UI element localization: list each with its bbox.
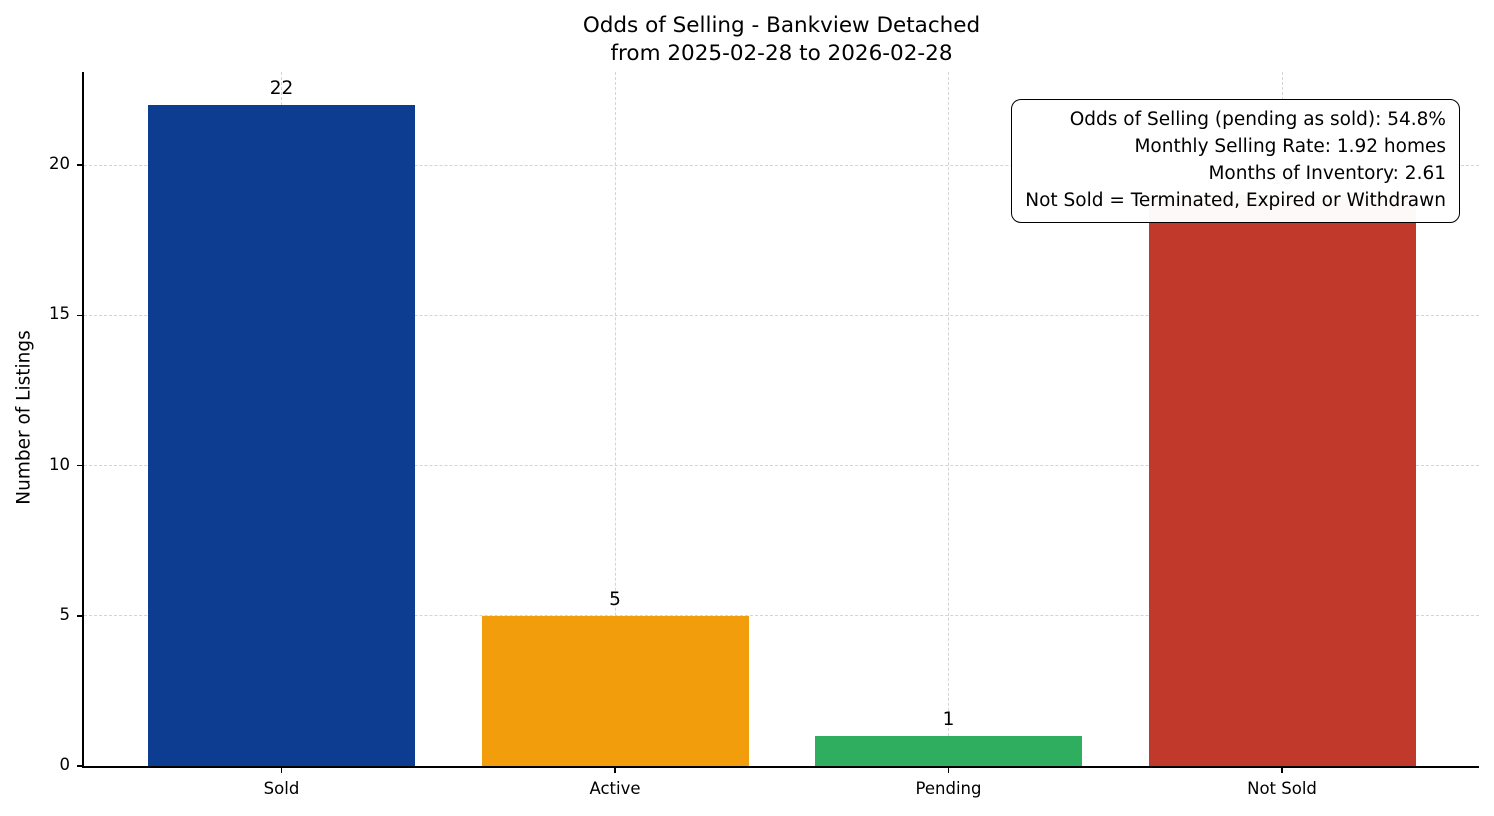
y-axis bbox=[82, 72, 84, 768]
grid-line-horizontal bbox=[84, 314, 1479, 316]
annotation-line-odds: Odds of Selling (pending as sold): 54.8% bbox=[1069, 109, 1446, 130]
chart-subtitle: from 2025-02-28 to 2026-02-28 bbox=[610, 41, 953, 66]
x-tick-label: Active bbox=[589, 779, 641, 798]
y-tick-label: 5 bbox=[59, 604, 71, 624]
x-tick-label: Not Sold bbox=[1247, 779, 1317, 798]
y-tick-mark bbox=[77, 464, 84, 467]
y-tick-label: 0 bbox=[59, 755, 71, 774]
bar-sold bbox=[148, 105, 415, 766]
x-tick-mark bbox=[1281, 766, 1283, 773]
y-tick-label: 15 bbox=[49, 304, 70, 324]
bar-not-sold bbox=[1148, 195, 1416, 766]
y-tick-label: 10 bbox=[49, 454, 70, 474]
annotation-line-inventory: Months of Inventory: 2.61 bbox=[1208, 163, 1446, 184]
grid-line-horizontal bbox=[84, 465, 1479, 467]
chart-title-block: Odds of Selling - Bankview Detached from… bbox=[84, 12, 1479, 68]
y-tick-label: 20 bbox=[49, 154, 70, 174]
x-tick-label: Pending bbox=[915, 779, 982, 798]
y-tick-mark bbox=[77, 615, 84, 617]
x-tick-mark bbox=[614, 766, 616, 773]
grid-line-horizontal bbox=[84, 615, 1479, 617]
bar-value-label: 1 bbox=[942, 708, 955, 730]
annotation-line-monthly-rate: Monthly Selling Rate: 1.92 homes bbox=[1134, 136, 1446, 157]
x-tick-label: Sold bbox=[263, 779, 300, 798]
bar-value-label: 22 bbox=[269, 78, 294, 100]
x-tick-mark bbox=[280, 766, 283, 773]
bar-value-label: 5 bbox=[609, 588, 621, 610]
bar-active bbox=[481, 615, 749, 766]
grid-line-horizontal bbox=[84, 164, 1479, 166]
x-tick-mark bbox=[947, 766, 950, 773]
y-tick-mark bbox=[77, 765, 84, 767]
stats-annotation-box: Odds of Selling (pending as sold): 54.8%… bbox=[1011, 99, 1460, 223]
annotation-line-not-sold-note: Not Sold = Terminated, Expired or Withdr… bbox=[1025, 190, 1446, 211]
chart-title: Odds of Selling - Bankview Detached bbox=[582, 13, 981, 38]
y-tick-mark bbox=[77, 314, 84, 317]
grid-line-vertical bbox=[614, 72, 616, 766]
y-tick-mark bbox=[77, 164, 84, 166]
bar-pending bbox=[815, 735, 1082, 766]
grid-line-vertical bbox=[948, 72, 949, 766]
x-axis bbox=[82, 766, 1479, 768]
